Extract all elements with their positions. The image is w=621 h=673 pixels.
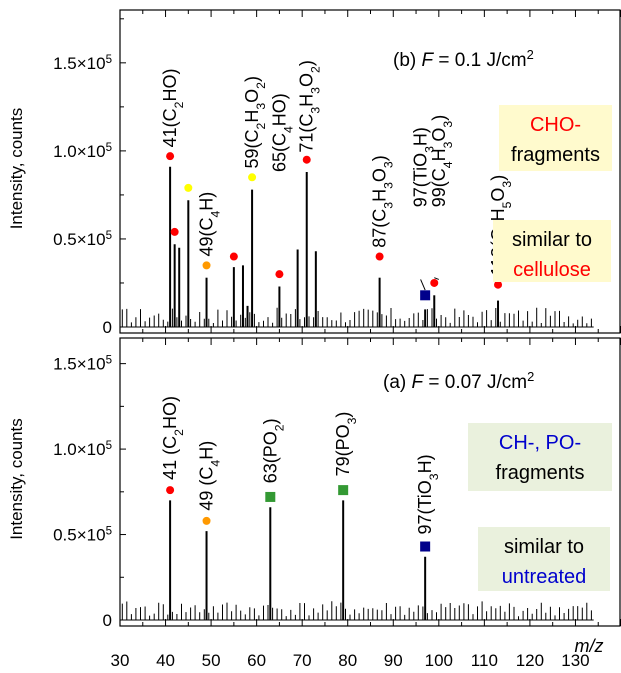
marker-square [265, 491, 276, 502]
text-box-line1: similar to [504, 536, 584, 558]
x-tick-label: 80 [338, 651, 357, 670]
marker-circle [166, 486, 175, 495]
x-axis [119, 10, 621, 333]
chart-panel-b: 41(C2HO) 49(C4H) 59(C2H3O2)65(C4HO)71(C3H3… [7, 9, 621, 337]
marker-circle [430, 278, 439, 287]
text-box-line2: cellulose [513, 259, 591, 281]
y-axis-title: Intensity, counts [7, 418, 26, 540]
x-tick-label: 60 [247, 651, 266, 670]
y-tick-label: 1.5×105 [53, 54, 112, 73]
marker-circle [248, 173, 257, 182]
text-box-line2: fragments [511, 144, 600, 166]
text-box-bg [499, 105, 612, 171]
marker-circle [275, 270, 284, 279]
peak-label: 97(TiO3H) [415, 454, 441, 534]
y-axis: 0 0.5×105 1.0×105 1.5×105 [53, 18, 126, 337]
text-box-line2: fragments [496, 462, 585, 484]
peak-label: 99(C4H3O3) [429, 115, 455, 207]
marker-circle [494, 280, 503, 289]
text-box-bg [478, 527, 610, 591]
y-tick-label: 1.0×105 [53, 142, 112, 161]
marker-circle [375, 252, 384, 261]
x-tick-label: 130 [561, 651, 589, 670]
peak-label: 63(PO2) [260, 418, 286, 483]
text-box-line1: CH-, PO- [499, 432, 581, 454]
peak-label: 97(TiO3H) [411, 127, 437, 207]
peak-label: 71(C3H3O2) [297, 60, 323, 152]
y-axis-title: Intensity, counts [7, 108, 26, 230]
text-box-bg [493, 220, 611, 282]
marker-square [338, 485, 349, 496]
marker-square [420, 290, 431, 301]
marker-circle [202, 261, 211, 270]
text-box-bg [468, 423, 612, 491]
y-tick-label: 0.5×105 [53, 230, 112, 249]
chart-panel-a: 41 (C2HO) 49 (C4H) 63(PO2) 79(PO3) 97(TiO3H)… [7, 337, 621, 670]
peak-label: 65(C4HO) [269, 93, 295, 172]
x-tick-label: 120 [516, 651, 544, 670]
x-tick-label: 40 [156, 651, 175, 670]
noise-floor [121, 601, 592, 620]
x-tick-label: 30 [111, 651, 130, 670]
y-tick-label: 1.0×105 [53, 440, 112, 459]
leader-line [434, 277, 439, 280]
x-tick-label: 50 [202, 651, 221, 670]
peak-label: 49(C4H) [197, 192, 223, 257]
peak-label: 41(C2HO) [160, 69, 186, 148]
peak-label: 79(PO3) [333, 412, 359, 477]
y-axis: 0 0.5×105 1.0×105 1.5×105 [53, 355, 126, 630]
y-tick-label: 0 [103, 318, 112, 337]
peak-label: 41 (C2HO) [160, 396, 186, 480]
x-tick-label: 70 [293, 651, 312, 670]
panel-label: (a) F = 0.07 J/cm2 [383, 369, 534, 394]
x-axis-title: m/z [575, 636, 604, 656]
peak-label: 49 (C4H) [197, 441, 223, 511]
y-tick-label: 1.5×105 [53, 355, 112, 374]
marker-circle [166, 152, 175, 161]
marker-circle [170, 227, 179, 236]
y-tick-label: 0 [103, 611, 112, 630]
text-box-line1: CHO- [530, 114, 581, 136]
x-tick-label: 100 [425, 651, 453, 670]
panel-label: (b) F = 0.1 J/cm2 [393, 47, 534, 72]
marker-circle [202, 516, 211, 525]
marker-circle [184, 183, 193, 192]
leader-line [420, 279, 426, 291]
peak-label: 87(C3H3O3) [370, 155, 396, 247]
peak-label: 59(C2H3O2) [242, 76, 268, 168]
x-tick-label: 110 [471, 651, 498, 670]
noise-floor [121, 307, 592, 327]
x-tick-label: 90 [384, 651, 403, 670]
marker-circle [302, 155, 311, 164]
text-box-line1: similar to [512, 229, 592, 251]
marker-circle [229, 252, 238, 261]
text-box-line2: untreated [502, 566, 587, 588]
y-tick-label: 0.5×105 [53, 526, 112, 545]
marker-square [420, 541, 431, 552]
